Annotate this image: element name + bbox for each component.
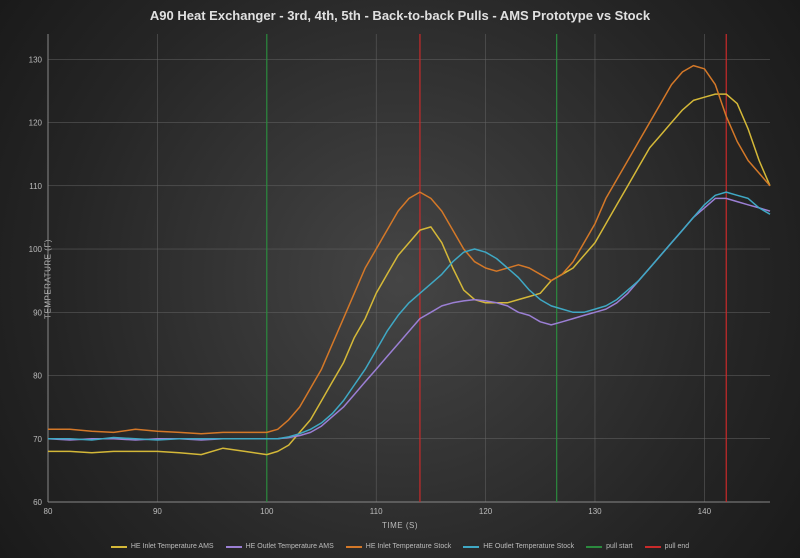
legend-swatch (226, 546, 242, 548)
legend-label: pull start (606, 543, 632, 550)
legend-swatch (463, 546, 479, 548)
x-tick-label: 140 (698, 507, 712, 516)
series-line (48, 192, 770, 440)
legend-label: HE Outlet Temperature Stock (483, 543, 574, 550)
legend: HE Inlet Temperature AMS HE Outlet Temper… (0, 543, 800, 550)
x-tick-label: 90 (153, 507, 162, 516)
series-line (48, 198, 770, 440)
y-tick-label: 60 (33, 498, 42, 507)
y-tick-label: 130 (29, 55, 43, 64)
x-tick-label: 130 (588, 507, 602, 516)
legend-item: HE Outlet Temperature Stock (463, 543, 574, 550)
legend-swatch (645, 546, 661, 548)
series-line (48, 66, 770, 434)
legend-item: pull end (645, 543, 690, 550)
legend-label: pull end (665, 543, 690, 550)
y-tick-label: 110 (29, 182, 42, 191)
x-tick-label: 80 (44, 507, 53, 516)
legend-label: HE Inlet Temperature AMS (131, 543, 214, 550)
legend-label: HE Outlet Temperature AMS (246, 543, 334, 550)
x-tick-label: 120 (479, 507, 493, 516)
legend-item: HE Inlet Temperature Stock (346, 543, 451, 550)
plot-area: 607080901001101201308090100110120130140 (48, 34, 770, 502)
y-tick-label: 100 (29, 245, 43, 254)
x-tick-label: 110 (370, 507, 383, 516)
y-tick-label: 120 (29, 119, 43, 128)
chart-container: A90 Heat Exchanger - 3rd, 4th, 5th - Bac… (0, 0, 800, 558)
x-axis-label: TIME (S) (0, 521, 800, 530)
legend-swatch (346, 546, 362, 548)
y-tick-label: 80 (33, 372, 42, 381)
series-line (48, 94, 770, 455)
y-tick-label: 70 (33, 435, 42, 444)
legend-item: HE Inlet Temperature AMS (111, 543, 214, 550)
legend-item: HE Outlet Temperature AMS (226, 543, 334, 550)
legend-label: HE Inlet Temperature Stock (366, 543, 451, 550)
y-tick-label: 90 (33, 308, 42, 317)
x-tick-label: 100 (260, 507, 274, 516)
legend-swatch (111, 546, 127, 548)
legend-item: pull start (586, 543, 632, 550)
legend-swatch (586, 546, 602, 548)
chart-title: A90 Heat Exchanger - 3rd, 4th, 5th - Bac… (0, 8, 800, 23)
